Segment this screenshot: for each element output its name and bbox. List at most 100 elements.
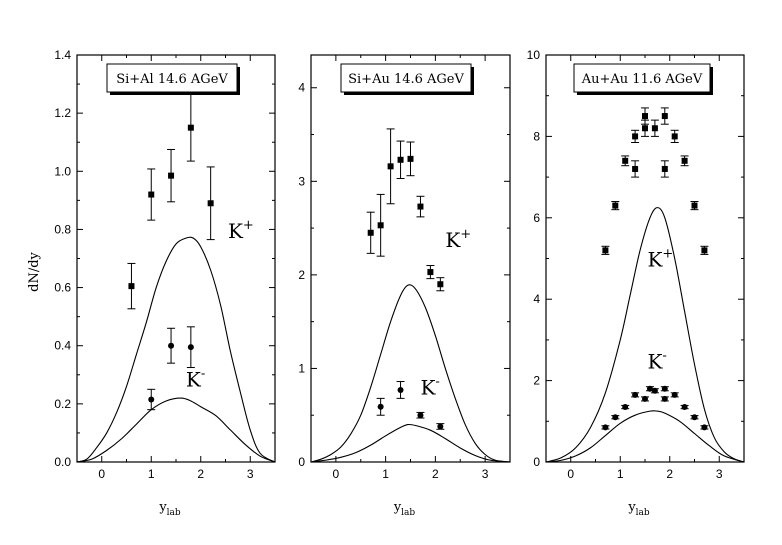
y-tick-label: 0.0 (54, 455, 71, 469)
y-tick-label: 0.6 (54, 281, 71, 295)
data-point-k-plus (632, 133, 639, 140)
y-tick-label: 6 (533, 211, 540, 225)
y-tick-label: 2 (298, 268, 305, 282)
x-axis-title: ylab (158, 500, 181, 518)
curve-label-k-minus: K- (186, 366, 205, 391)
curve-label-letter: K (445, 228, 461, 252)
y-axis-title: dN/dy (27, 251, 42, 291)
data-point-k-minus (691, 414, 698, 421)
x-tick-label: 0 (98, 467, 105, 481)
y-tick-label: 0 (533, 455, 540, 469)
curve-label-letter: K (420, 376, 436, 400)
data-point-k-plus (671, 133, 678, 140)
data-point-k-plus (642, 125, 648, 132)
data-point-k-minus (437, 423, 444, 430)
panels-group: 0 1 2 30.00.20.40.60.81.01.21.4K+K-Si+Al 14… (54, 48, 745, 518)
data-point-k-plus (651, 125, 658, 132)
y-tick-label: 0 (298, 455, 305, 469)
y-tick-label: 8 (533, 129, 540, 143)
y-tick-label: 1.4 (54, 48, 71, 62)
chart-panel-1: 0 1 2 30.00.20.40.60.81.01.21.4K+K-Si+Al 14… (54, 48, 276, 518)
curve-label-superscript: - (201, 366, 205, 381)
curve-label-letter: K (186, 367, 202, 391)
y-tick-label: 3 (298, 174, 305, 188)
x-axis-title-subscript: lab (167, 508, 181, 518)
x-tick-label: 1 (148, 467, 155, 481)
x-axis-title-subscript: lab (401, 508, 415, 518)
x-tick-label: 0 (567, 467, 574, 481)
y-tick-label: 1.0 (54, 164, 71, 178)
data-point-k-minus (187, 344, 194, 351)
y-tick-label: 0.2 (54, 397, 71, 411)
model-curve-k-plus (546, 207, 744, 462)
data-point-k-plus (148, 191, 155, 198)
data-point-k-minus (612, 414, 619, 421)
data-point-k-plus (367, 229, 374, 236)
data-point-k-minus (671, 391, 678, 398)
data-point-k-plus (128, 283, 135, 290)
x-axis-title-main: y (393, 500, 402, 515)
data-point-k-plus (207, 200, 214, 207)
curve-label-k-plus: K+ (445, 227, 471, 252)
y-tick-label: 4 (533, 292, 540, 306)
x-tick-label: 3 (247, 467, 254, 481)
curve-label-letter: K (228, 219, 244, 243)
data-point-k-minus (397, 386, 404, 393)
y-tick-label: 0.8 (54, 222, 71, 236)
data-point-k-minus (377, 403, 384, 410)
data-point-k-minus (701, 424, 708, 431)
data-point-k-minus (417, 412, 424, 419)
model-curve-k-minus (311, 423, 510, 462)
y-tick-label: 4 (298, 81, 305, 95)
data-point-k-plus (377, 222, 384, 229)
curve-label-letter: K (647, 349, 663, 373)
data-point-k-plus (387, 163, 394, 170)
curve-label-superscript: - (435, 375, 439, 390)
model-curve-k-minus (77, 397, 275, 462)
x-tick-label: 2 (197, 467, 204, 481)
curve-label-superscript: + (460, 227, 471, 242)
model-curve-k-minus (546, 410, 744, 462)
curve-label-superscript: + (662, 247, 673, 262)
y-tick-label: 10 (527, 48, 541, 62)
x-axis-title-main: y (627, 500, 636, 515)
x-axis-title-subscript: lab (636, 508, 650, 518)
x-tick-label: 0 (333, 467, 340, 481)
data-point-k-plus (397, 156, 404, 163)
x-axis-title-main: y (158, 500, 167, 515)
x-tick-label: 1 (382, 467, 389, 481)
curve-label-k-minus: K- (420, 375, 439, 400)
curve-label-superscript: - (662, 348, 666, 363)
data-point-k-plus (612, 202, 619, 209)
data-point-k-minus (651, 387, 658, 394)
data-point-k-minus (661, 395, 668, 402)
data-point-k-plus (187, 124, 194, 131)
data-point-k-plus (427, 269, 434, 276)
curve-label-k-plus: K+ (647, 247, 673, 272)
y-tick-label: 1 (298, 361, 305, 375)
y-tick-label: 1.2 (54, 106, 71, 120)
data-point-k-plus (632, 165, 639, 172)
x-tick-label: 2 (666, 467, 673, 481)
data-point-k-minus (168, 342, 175, 349)
x-tick-label: 3 (716, 467, 723, 481)
panel-title: Si+Al 14.6 AGeV (116, 72, 228, 87)
x-axis-title: ylab (627, 500, 650, 518)
y-tick-label: 0.4 (54, 339, 71, 353)
data-point-k-minus (661, 385, 668, 392)
x-tick-label: 2 (432, 467, 439, 481)
data-point-k-plus (602, 247, 609, 254)
data-point-k-minus (148, 396, 155, 403)
title-box (573, 63, 711, 93)
title-box (340, 63, 472, 93)
data-point-k-plus (407, 155, 414, 162)
x-tick-label: 3 (482, 467, 489, 481)
data-point-k-plus (661, 113, 668, 120)
x-tick-label: 1 (617, 467, 624, 481)
panel-title: Si+Au 14.6 AGeV (348, 72, 464, 87)
x-axis-title: ylab (393, 500, 416, 518)
title-box (106, 63, 238, 93)
data-point-k-minus (642, 395, 648, 402)
